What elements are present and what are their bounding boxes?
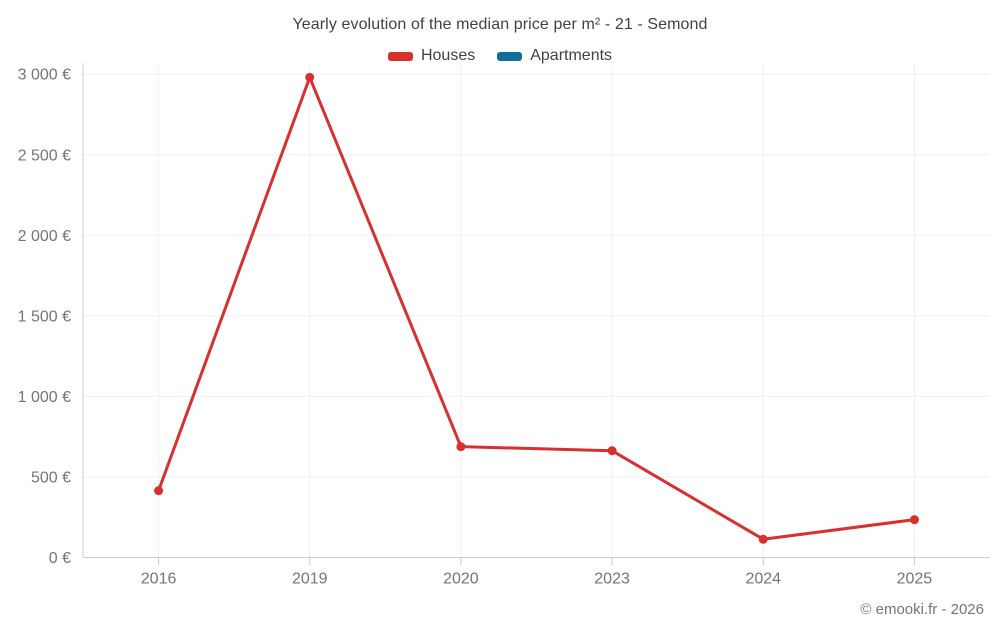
houses-series-line — [157, 75, 916, 541]
y-tick-label: 2 500 € — [18, 147, 71, 164]
y-tick-label: 0 € — [49, 550, 71, 567]
y-tick-label: 2 000 € — [18, 228, 71, 245]
x-tick-label: 2023 — [594, 571, 630, 588]
houses-data-point[interactable] — [305, 72, 315, 82]
chart-title: Yearly evolution of the median price per… — [292, 16, 708, 33]
legend-item-houses[interactable]: Houses — [385, 46, 478, 66]
x-tick-label: 2019 — [292, 571, 328, 588]
legend: Houses Apartments — [0, 46, 1000, 66]
houses-data-point[interactable] — [758, 534, 768, 544]
legend-label-apartments: Apartments — [530, 47, 613, 64]
houses-data-point[interactable] — [607, 446, 617, 456]
houses-series-swatch-icon — [387, 51, 413, 61]
x-tick-label: 2020 — [443, 571, 479, 588]
legend-item-apartments[interactable]: Apartments — [495, 46, 615, 66]
x-tick-label: 2025 — [897, 571, 933, 588]
legend-label-houses: Houses — [420, 47, 476, 64]
y-tick-label: 500 € — [31, 469, 71, 486]
houses-data-point[interactable] — [154, 486, 164, 496]
y-tick-label: 3 000 € — [18, 67, 71, 84]
houses-data-point[interactable] — [456, 442, 466, 452]
copyright-credit: © emooki.fr - 2026 — [860, 601, 984, 618]
x-tick-label: 2016 — [141, 571, 177, 588]
x-tick-label: 2024 — [745, 571, 781, 588]
y-tick-label: 1 000 € — [18, 389, 71, 406]
houses-data-point[interactable] — [909, 515, 919, 525]
apartments-series-swatch-icon — [497, 51, 523, 61]
y-tick-label: 1 500 € — [18, 308, 71, 325]
